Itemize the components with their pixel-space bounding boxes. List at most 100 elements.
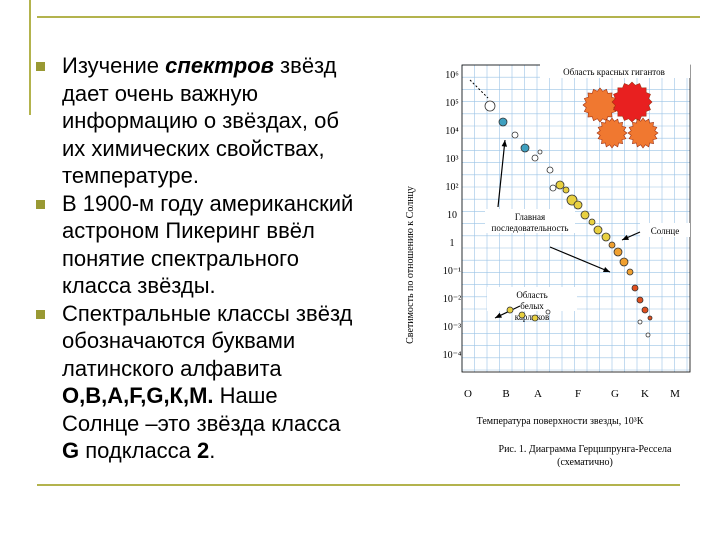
text-line: Спектральные классы звёзд: [62, 300, 353, 328]
arrow-head: [622, 234, 629, 240]
y-tick-label: 10⁻⁴: [443, 350, 462, 361]
star: [537, 149, 543, 155]
text-line: Изучение спектров звёзд: [62, 52, 353, 80]
text-line: класса звёзды.: [62, 272, 353, 300]
annotation: Солнце: [651, 226, 680, 236]
text-run: 2: [197, 438, 210, 463]
caption: Рис. 1. Диаграмма Герцшпрунга-Рессела: [499, 444, 673, 455]
star: [546, 166, 554, 174]
y-tick-label: 10⁶: [445, 70, 459, 81]
arrow: [549, 246, 611, 273]
text-line: астроном Пикеринг ввёл: [62, 217, 353, 245]
text-run: Солнце –это звёзда класса: [62, 410, 341, 436]
star: [608, 241, 616, 249]
y-tick-label: 10²: [446, 182, 459, 193]
y-tick-label: 10⁻³: [443, 322, 461, 333]
x-tick-label: B: [502, 388, 509, 400]
bullet-text: Изучение спектров звёзд дает очень важную…: [62, 52, 353, 465]
x-tick-label: O: [464, 388, 472, 400]
text-line: их химических свойствах,: [62, 135, 353, 163]
star: [647, 315, 653, 321]
annotation: Главная последовательность: [492, 212, 569, 233]
star: [641, 306, 649, 314]
star: [593, 225, 603, 235]
y-tick-label: 10³: [446, 154, 459, 165]
hr-diagram: Светимость по отношению к Солнцу 10⁶ 10⁵ 10…: [398, 45, 708, 475]
star: [531, 314, 539, 322]
text-run: спектров: [165, 53, 274, 78]
text-line: O,B,A,F,G,К,M. Наше: [62, 382, 353, 410]
label-box: [485, 209, 575, 233]
star: [498, 117, 508, 127]
text-run: информацию о звёздах, об: [62, 108, 339, 133]
giant-star: [611, 81, 653, 123]
bullet-marker: [36, 309, 45, 319]
star: [601, 232, 611, 242]
x-tick-label: M: [670, 388, 680, 400]
star: [580, 210, 590, 220]
star: [506, 306, 514, 314]
dashed-guide: [469, 79, 489, 99]
text-line: Солнце –это звёзда класса: [62, 410, 353, 438]
star: [555, 180, 565, 190]
text-line: обозначаются буквами: [62, 327, 353, 355]
text-run: Изучение: [62, 53, 166, 78]
text-line: латинского алфавита: [62, 355, 353, 383]
text-run: подкласса: [79, 438, 198, 463]
star: [531, 154, 539, 162]
y-tick-label: 1: [450, 238, 455, 249]
text-run: В 1900-м году американский: [62, 190, 354, 216]
y-tick-label: 10⁻¹: [443, 266, 461, 277]
text-line: понятие спектрального: [62, 245, 353, 273]
text-run: .: [209, 438, 216, 463]
y-tick-label: 10: [447, 210, 457, 221]
star: [626, 268, 634, 276]
arrow-head: [603, 267, 610, 273]
text-run: дает очень важную: [62, 80, 258, 106]
star: [484, 100, 496, 112]
text-run: их химических свойствах,: [62, 135, 325, 161]
text-run: O,B,A,F,G,К,M.: [62, 383, 214, 408]
star: [520, 143, 530, 153]
text-line: G подкласса 2.: [62, 437, 353, 465]
y-tick-label: 10⁵: [445, 98, 459, 109]
x-tick-label: K: [641, 388, 649, 400]
star: [545, 309, 551, 315]
star: [573, 200, 583, 210]
x-tick-label: A: [534, 388, 542, 400]
arrow-head: [501, 140, 508, 147]
y-axis-label: Светимость по отношению к Солнцу: [405, 186, 416, 344]
star: [549, 184, 557, 192]
text-run: звёзд: [273, 53, 337, 78]
text-run: понятие спектрального: [62, 245, 299, 271]
arrow-head: [495, 312, 502, 318]
star: [645, 332, 651, 338]
caption: (схематично): [557, 457, 613, 468]
star: [562, 186, 570, 194]
text-run: астроном Пикеринг ввёл: [62, 218, 315, 243]
star: [588, 218, 596, 226]
x-axis-label: Температура поверхности звезды, 10³К: [477, 416, 644, 427]
label-box: [640, 223, 690, 237]
text-run: класса звёзды.: [62, 273, 216, 298]
star: [518, 311, 526, 319]
arrow: [497, 139, 506, 208]
star: [613, 247, 623, 257]
bullet-marker: [36, 62, 45, 71]
star: [511, 131, 519, 139]
bullet-marker: [36, 199, 45, 209]
text-run: G: [62, 438, 80, 463]
y-tick-label: 10⁴: [445, 126, 459, 137]
x-tick-label: F: [575, 388, 581, 400]
annotation: Область красных гигантов: [563, 67, 665, 77]
giant-star: [627, 117, 659, 149]
text-run: Наше: [213, 383, 278, 408]
giant-star: [582, 87, 618, 123]
text-run: латинского алфавита: [62, 355, 282, 381]
text-line: информацию о звёздах, об: [62, 107, 353, 135]
star: [619, 257, 629, 267]
star: [636, 296, 644, 304]
text-run: Спектральные классы звёзд: [62, 300, 353, 326]
